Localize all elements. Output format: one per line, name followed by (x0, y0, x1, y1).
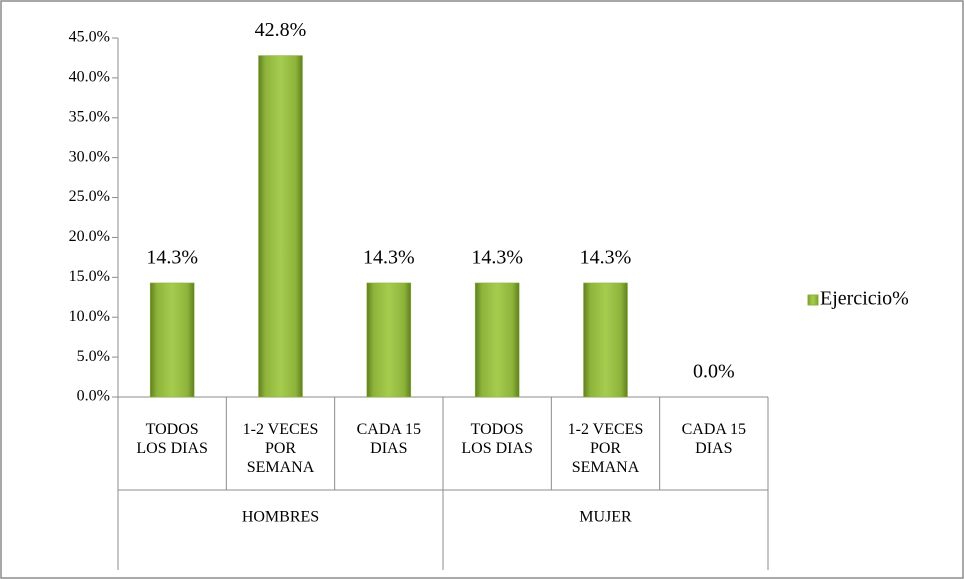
data-label: 0.0% (693, 361, 735, 383)
y-tick-label: 15.0% (69, 268, 110, 285)
group-label: MUJER (579, 509, 632, 526)
bar (258, 55, 303, 398)
x-tick-label: TODOS LOS DIAS (136, 421, 208, 457)
x-tick-label: 1-2 VECES POR SEMANA (242, 421, 319, 476)
x-tick-label: CADA 15 DIAS (681, 421, 747, 457)
bar (149, 282, 195, 398)
y-tick-label: 25.0% (69, 188, 110, 205)
y-tick-label: 40.0% (69, 69, 110, 86)
x-tick-label: TODOS LOS DIAS (461, 421, 533, 457)
legend-swatch (807, 294, 819, 306)
x-tick-label: CADA 15 DIAS (356, 421, 422, 457)
group-label: HOMBRES (242, 509, 319, 526)
bar (583, 282, 628, 398)
y-tick-label: 0.0% (77, 388, 110, 405)
bar (366, 282, 412, 398)
y-tick-label: 10.0% (69, 308, 110, 325)
y-tick-label: 45.0% (69, 29, 110, 46)
data-label: 42.8% (255, 19, 307, 41)
data-label: 14.3% (580, 247, 632, 269)
legend-label: Ejercicio% (820, 288, 909, 310)
data-label: 14.3% (146, 247, 198, 269)
bar (474, 282, 520, 398)
y-tick-label: 20.0% (69, 228, 110, 245)
y-tick-label: 5.0% (77, 348, 110, 365)
y-tick-label: 30.0% (69, 148, 110, 165)
x-tick-label: 1-2 VECES POR SEMANA (567, 421, 644, 476)
data-label: 14.3% (471, 247, 523, 269)
data-label: 14.3% (363, 247, 415, 269)
y-tick-label: 35.0% (69, 108, 110, 125)
